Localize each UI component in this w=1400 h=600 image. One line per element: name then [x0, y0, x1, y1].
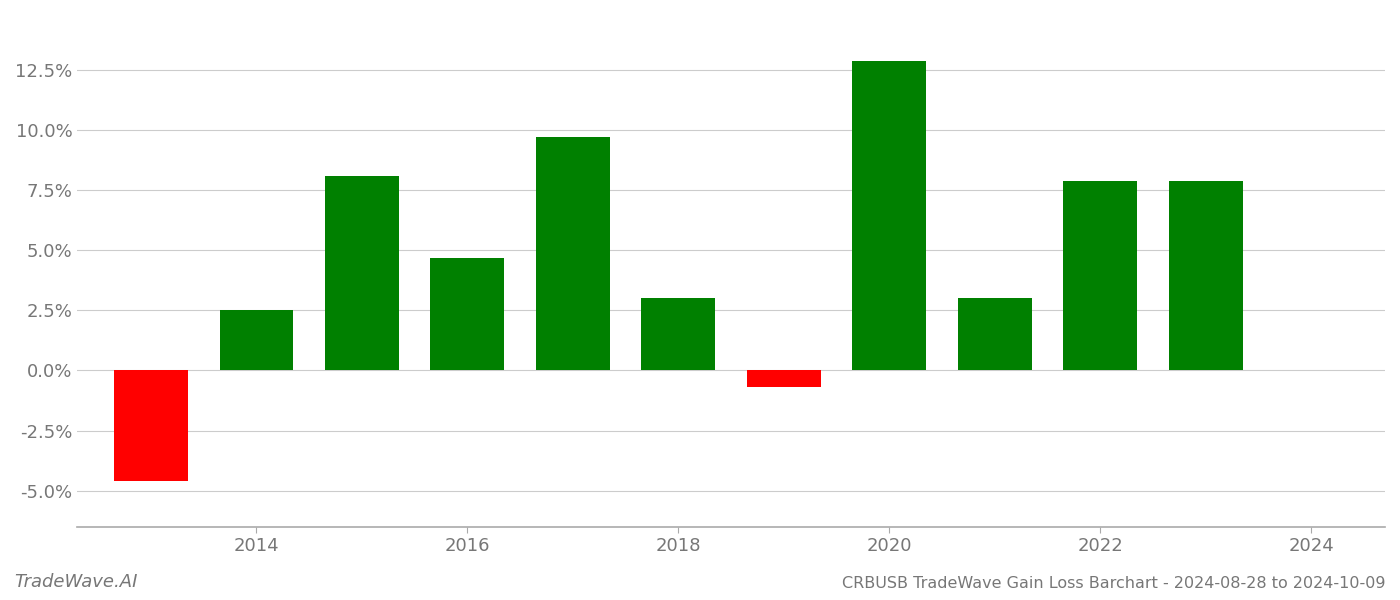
Bar: [746, 370, 820, 387]
Text: TradeWave.AI: TradeWave.AI: [14, 573, 137, 591]
Bar: [641, 298, 715, 370]
Bar: [325, 176, 399, 370]
Bar: [113, 370, 188, 481]
Text: CRBUSB TradeWave Gain Loss Barchart - 2024-08-28 to 2024-10-09: CRBUSB TradeWave Gain Loss Barchart - 20…: [843, 576, 1386, 591]
Bar: [220, 310, 294, 370]
Bar: [958, 298, 1032, 370]
Bar: [536, 137, 610, 370]
Bar: [430, 257, 504, 370]
Bar: [1064, 181, 1137, 370]
Bar: [1169, 181, 1243, 370]
Bar: [853, 61, 927, 370]
